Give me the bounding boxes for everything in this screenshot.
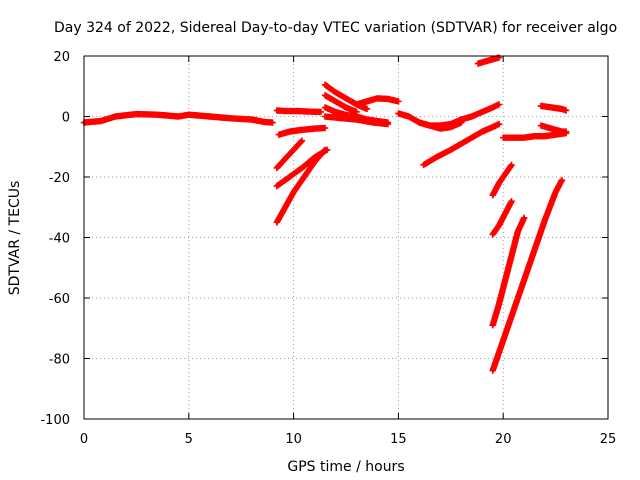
series-arc-4 <box>273 137 306 172</box>
series-arc-16 <box>489 161 515 199</box>
data-point <box>558 176 566 184</box>
data-point <box>495 120 503 128</box>
data-points <box>80 54 570 374</box>
data-point <box>321 146 329 153</box>
chart-title: Day 324 of 2022, Sidereal Day-to-day VTE… <box>54 20 617 36</box>
x-tick-label: 10 <box>285 432 302 447</box>
data-point <box>495 101 503 108</box>
y-tick-label: -20 <box>49 171 70 186</box>
series-arc-1 <box>80 110 276 126</box>
data-point <box>269 119 276 126</box>
data-point <box>508 198 515 205</box>
data-point <box>384 120 392 128</box>
data-point <box>363 105 371 113</box>
y-tick-label: 20 <box>53 50 70 65</box>
x-tick-label: 5 <box>185 432 193 447</box>
series-arc-21 <box>537 122 570 135</box>
series-arc-19 <box>489 176 566 374</box>
series-arc-18 <box>489 214 528 329</box>
data-point <box>395 98 402 105</box>
y-tick-label: -40 <box>49 232 70 247</box>
series-arc-22 <box>537 102 570 114</box>
data-point <box>562 107 570 114</box>
series-arc-15 <box>474 54 503 67</box>
y-axis-label: SDTVAR / TECUs <box>7 181 23 296</box>
series-arc-10 <box>321 113 392 128</box>
series-arc-2 <box>273 107 325 116</box>
series-arc-20 <box>500 129 570 141</box>
x-tick-label: 25 <box>600 432 617 447</box>
data-point <box>298 137 306 144</box>
data-point <box>297 138 305 145</box>
data-point <box>508 161 515 169</box>
y-tick-label: -100 <box>40 413 70 428</box>
series-arc-11 <box>353 95 402 108</box>
data-point <box>495 54 503 61</box>
y-tick-label: -60 <box>49 292 70 307</box>
y-tick-label: -80 <box>49 353 70 368</box>
y-tick-label: 0 <box>62 111 70 126</box>
data-point <box>321 124 329 132</box>
series-arc-6 <box>273 146 329 226</box>
data-point <box>320 147 328 154</box>
data-point <box>458 119 465 126</box>
data-point <box>317 108 325 116</box>
data-point <box>562 128 570 135</box>
series-arc-13 <box>416 119 465 132</box>
axis-ticks: 0 5 10 15 20 25 -100 -80 -60 -40 -20 0 20 <box>40 50 616 447</box>
series-arc-3 <box>275 124 329 138</box>
x-tick-label: 15 <box>390 432 407 447</box>
x-axis-label: GPS time / hours <box>287 459 404 475</box>
series-arc-14 <box>420 120 503 169</box>
x-tick-label: 20 <box>495 432 512 447</box>
data-point <box>520 214 528 222</box>
x-tick-label: 0 <box>80 432 88 447</box>
series-arc-17 <box>489 198 515 238</box>
